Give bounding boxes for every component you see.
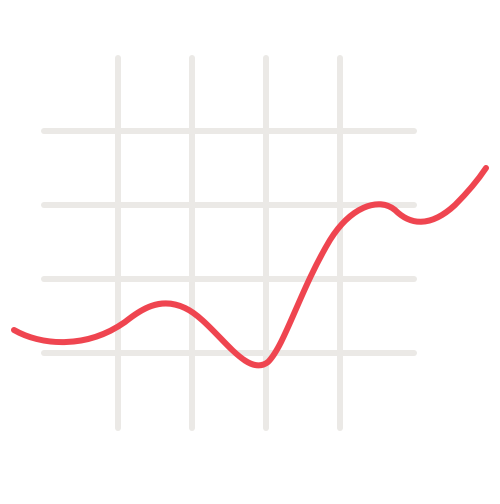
trend-line [11, 165, 489, 369]
grid [41, 55, 417, 431]
